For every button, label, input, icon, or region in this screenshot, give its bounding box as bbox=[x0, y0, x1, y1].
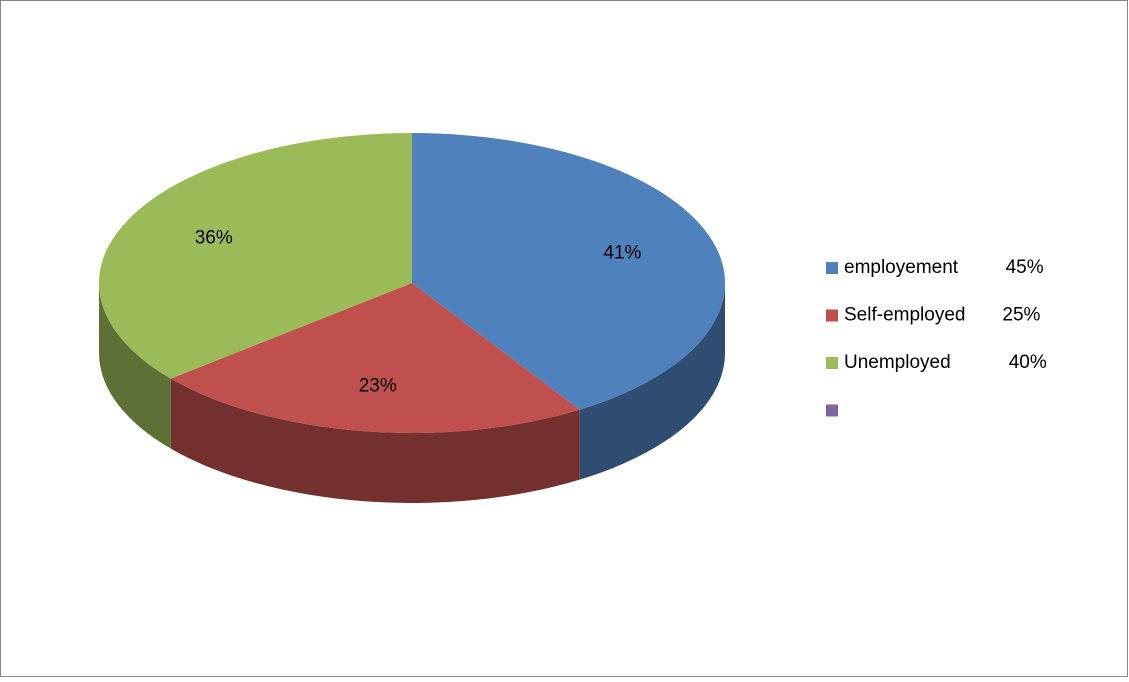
legend-label: Unemployed 40% bbox=[844, 352, 1047, 373]
legend-swatch bbox=[826, 309, 838, 322]
slice bbox=[412, 133, 725, 410]
slice-side bbox=[579, 283, 725, 480]
legend-swatch bbox=[826, 404, 838, 417]
legend-swatch bbox=[826, 357, 838, 369]
legend-label: Self-employed 25% bbox=[844, 305, 1041, 326]
slice bbox=[99, 133, 413, 379]
data-label: 36% bbox=[195, 227, 233, 248]
slice-side bbox=[170, 378, 580, 503]
slice bbox=[170, 283, 580, 433]
legend-swatch bbox=[826, 262, 838, 274]
data-label: 23% bbox=[359, 376, 397, 397]
slice-side bbox=[99, 283, 171, 449]
data-label: 41% bbox=[603, 243, 641, 264]
legend-label: employement 45% bbox=[844, 257, 1044, 278]
